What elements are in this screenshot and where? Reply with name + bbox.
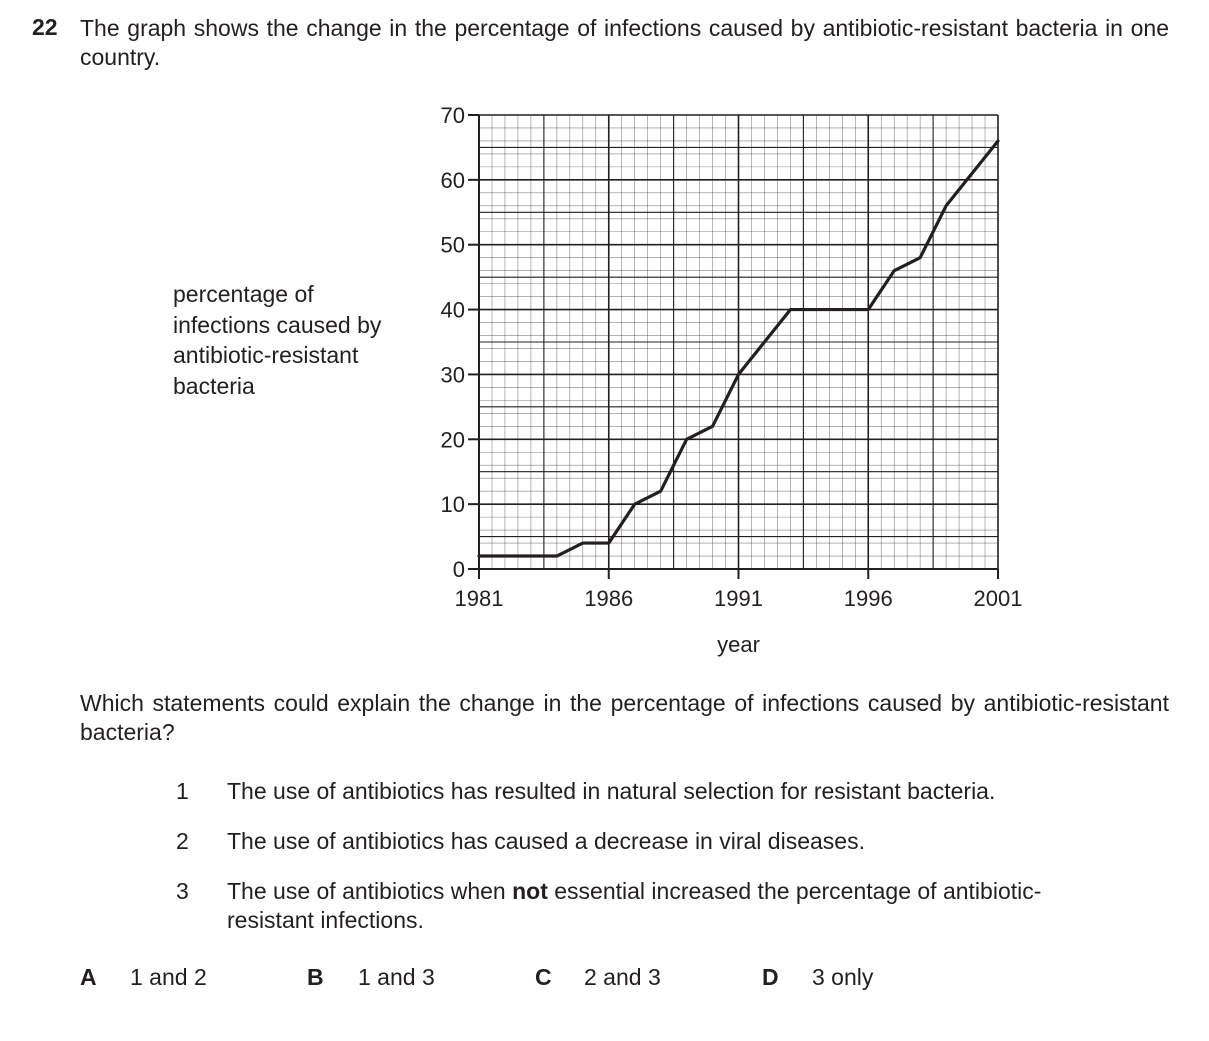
y-tick-label: 40: [441, 298, 465, 323]
statement-text: The use of antibiotics has caused a decr…: [227, 828, 865, 854]
statement-number: 2: [176, 828, 189, 854]
y-tick-label: 70: [441, 103, 465, 128]
x-axis-label: year: [717, 632, 760, 657]
y-tick-label: 0: [453, 557, 465, 582]
option-text: 1 and 3: [358, 964, 435, 990]
x-tick-label: 1991: [714, 586, 763, 611]
option-letter: D: [762, 964, 779, 990]
option-letter: A: [80, 964, 97, 990]
y-tick-label: 50: [441, 233, 465, 258]
statement-text: The use of antibiotics when not essentia…: [227, 877, 1047, 935]
x-tick-label: 1996: [844, 586, 893, 611]
statement-emphasis: not: [512, 878, 548, 904]
y-tick-label: 20: [441, 427, 465, 452]
option-letter: B: [307, 964, 324, 990]
option-c[interactable]: C 2 and 3: [535, 963, 661, 992]
option-b[interactable]: B 1 and 3: [307, 963, 435, 992]
statement-text-part: The use of antibiotics when: [227, 878, 513, 904]
y-axis-label: percentage of infections caused by antib…: [173, 281, 382, 399]
y-tick-label: 10: [441, 492, 465, 517]
x-tick-label: 2001: [974, 586, 1023, 611]
data-line: [477, 139, 1000, 558]
y-tick-label: 30: [441, 362, 465, 387]
statement-text: The use of antibiotics has resulted in n…: [227, 778, 996, 804]
option-letter: C: [535, 964, 552, 990]
x-tick-label: 1981: [455, 586, 504, 611]
option-a[interactable]: A 1 and 2: [80, 963, 207, 992]
option-text: 1 and 2: [130, 964, 207, 990]
x-tick-label: 1986: [584, 586, 633, 611]
statement-number: 1: [176, 778, 189, 804]
y-tick-label: 60: [441, 168, 465, 193]
option-d[interactable]: D 3 only: [762, 963, 873, 992]
option-text: 2 and 3: [584, 964, 661, 990]
option-text: 3 only: [812, 964, 874, 990]
statement-text-part: essential increased the percentage of an…: [227, 878, 1042, 933]
question-stem: The graph shows the change in the percen…: [80, 15, 1169, 70]
statement-number: 3: [176, 878, 189, 904]
resistance-line-chart: 0 10 20 30 40 50 60 70 1981 1986 1991 1996 2001 year: [441, 103, 1023, 657]
question-number: 22: [32, 14, 58, 40]
question-prompt: Which statements could explain the chang…: [80, 690, 1169, 745]
